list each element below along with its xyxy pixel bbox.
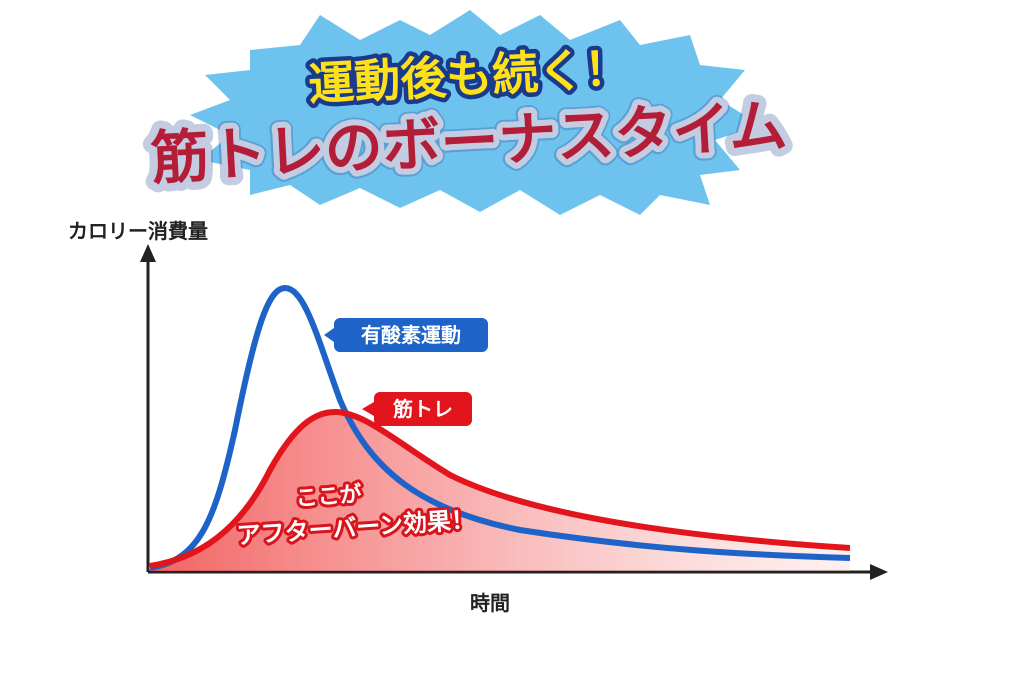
red-area bbox=[150, 412, 850, 571]
aerobic-curve bbox=[149, 284, 851, 571]
x-axis-label: 時間 bbox=[470, 591, 510, 615]
x-arrow bbox=[870, 564, 888, 580]
aerobic-label: 有酸素運動 bbox=[361, 323, 461, 347]
strength-label: 筋トレ bbox=[393, 397, 453, 421]
annotation-line1: ここが bbox=[295, 481, 363, 512]
y-arrow bbox=[140, 244, 156, 262]
starburst bbox=[190, 10, 760, 215]
strength-label-box bbox=[362, 392, 472, 426]
aerobic-label-box bbox=[324, 318, 488, 352]
y-axis-label: カロリー消費量 bbox=[68, 219, 208, 243]
strength-curve bbox=[149, 408, 851, 569]
